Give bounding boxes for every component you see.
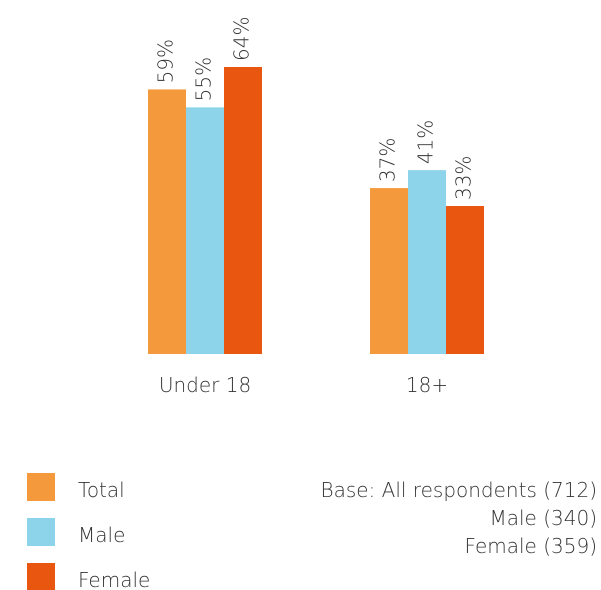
legend-swatch bbox=[27, 473, 55, 501]
legend-label: Total bbox=[78, 478, 125, 502]
value-label: 37% bbox=[376, 138, 400, 182]
bar bbox=[408, 170, 446, 354]
value-label: 55% bbox=[192, 57, 216, 101]
legend-swatch bbox=[27, 518, 55, 546]
note: Base: All respondents (712) bbox=[320, 478, 597, 502]
note: Male (340) bbox=[489, 506, 597, 530]
note: Female (359) bbox=[465, 534, 597, 558]
bar bbox=[446, 206, 484, 354]
x-tick-label: 18+ bbox=[406, 373, 448, 397]
legend-label: Male bbox=[78, 523, 125, 547]
legend-swatch bbox=[27, 563, 55, 590]
value-label: 41% bbox=[414, 120, 438, 164]
bar bbox=[148, 89, 186, 354]
value-label: 59% bbox=[154, 39, 178, 83]
value-label: 33% bbox=[452, 156, 476, 200]
legend-label: Female bbox=[78, 568, 150, 590]
x-tick-label: Under 18 bbox=[159, 373, 251, 397]
value-label: 64% bbox=[230, 17, 254, 61]
bar bbox=[224, 67, 262, 354]
bar bbox=[186, 107, 224, 354]
bar bbox=[370, 188, 408, 354]
